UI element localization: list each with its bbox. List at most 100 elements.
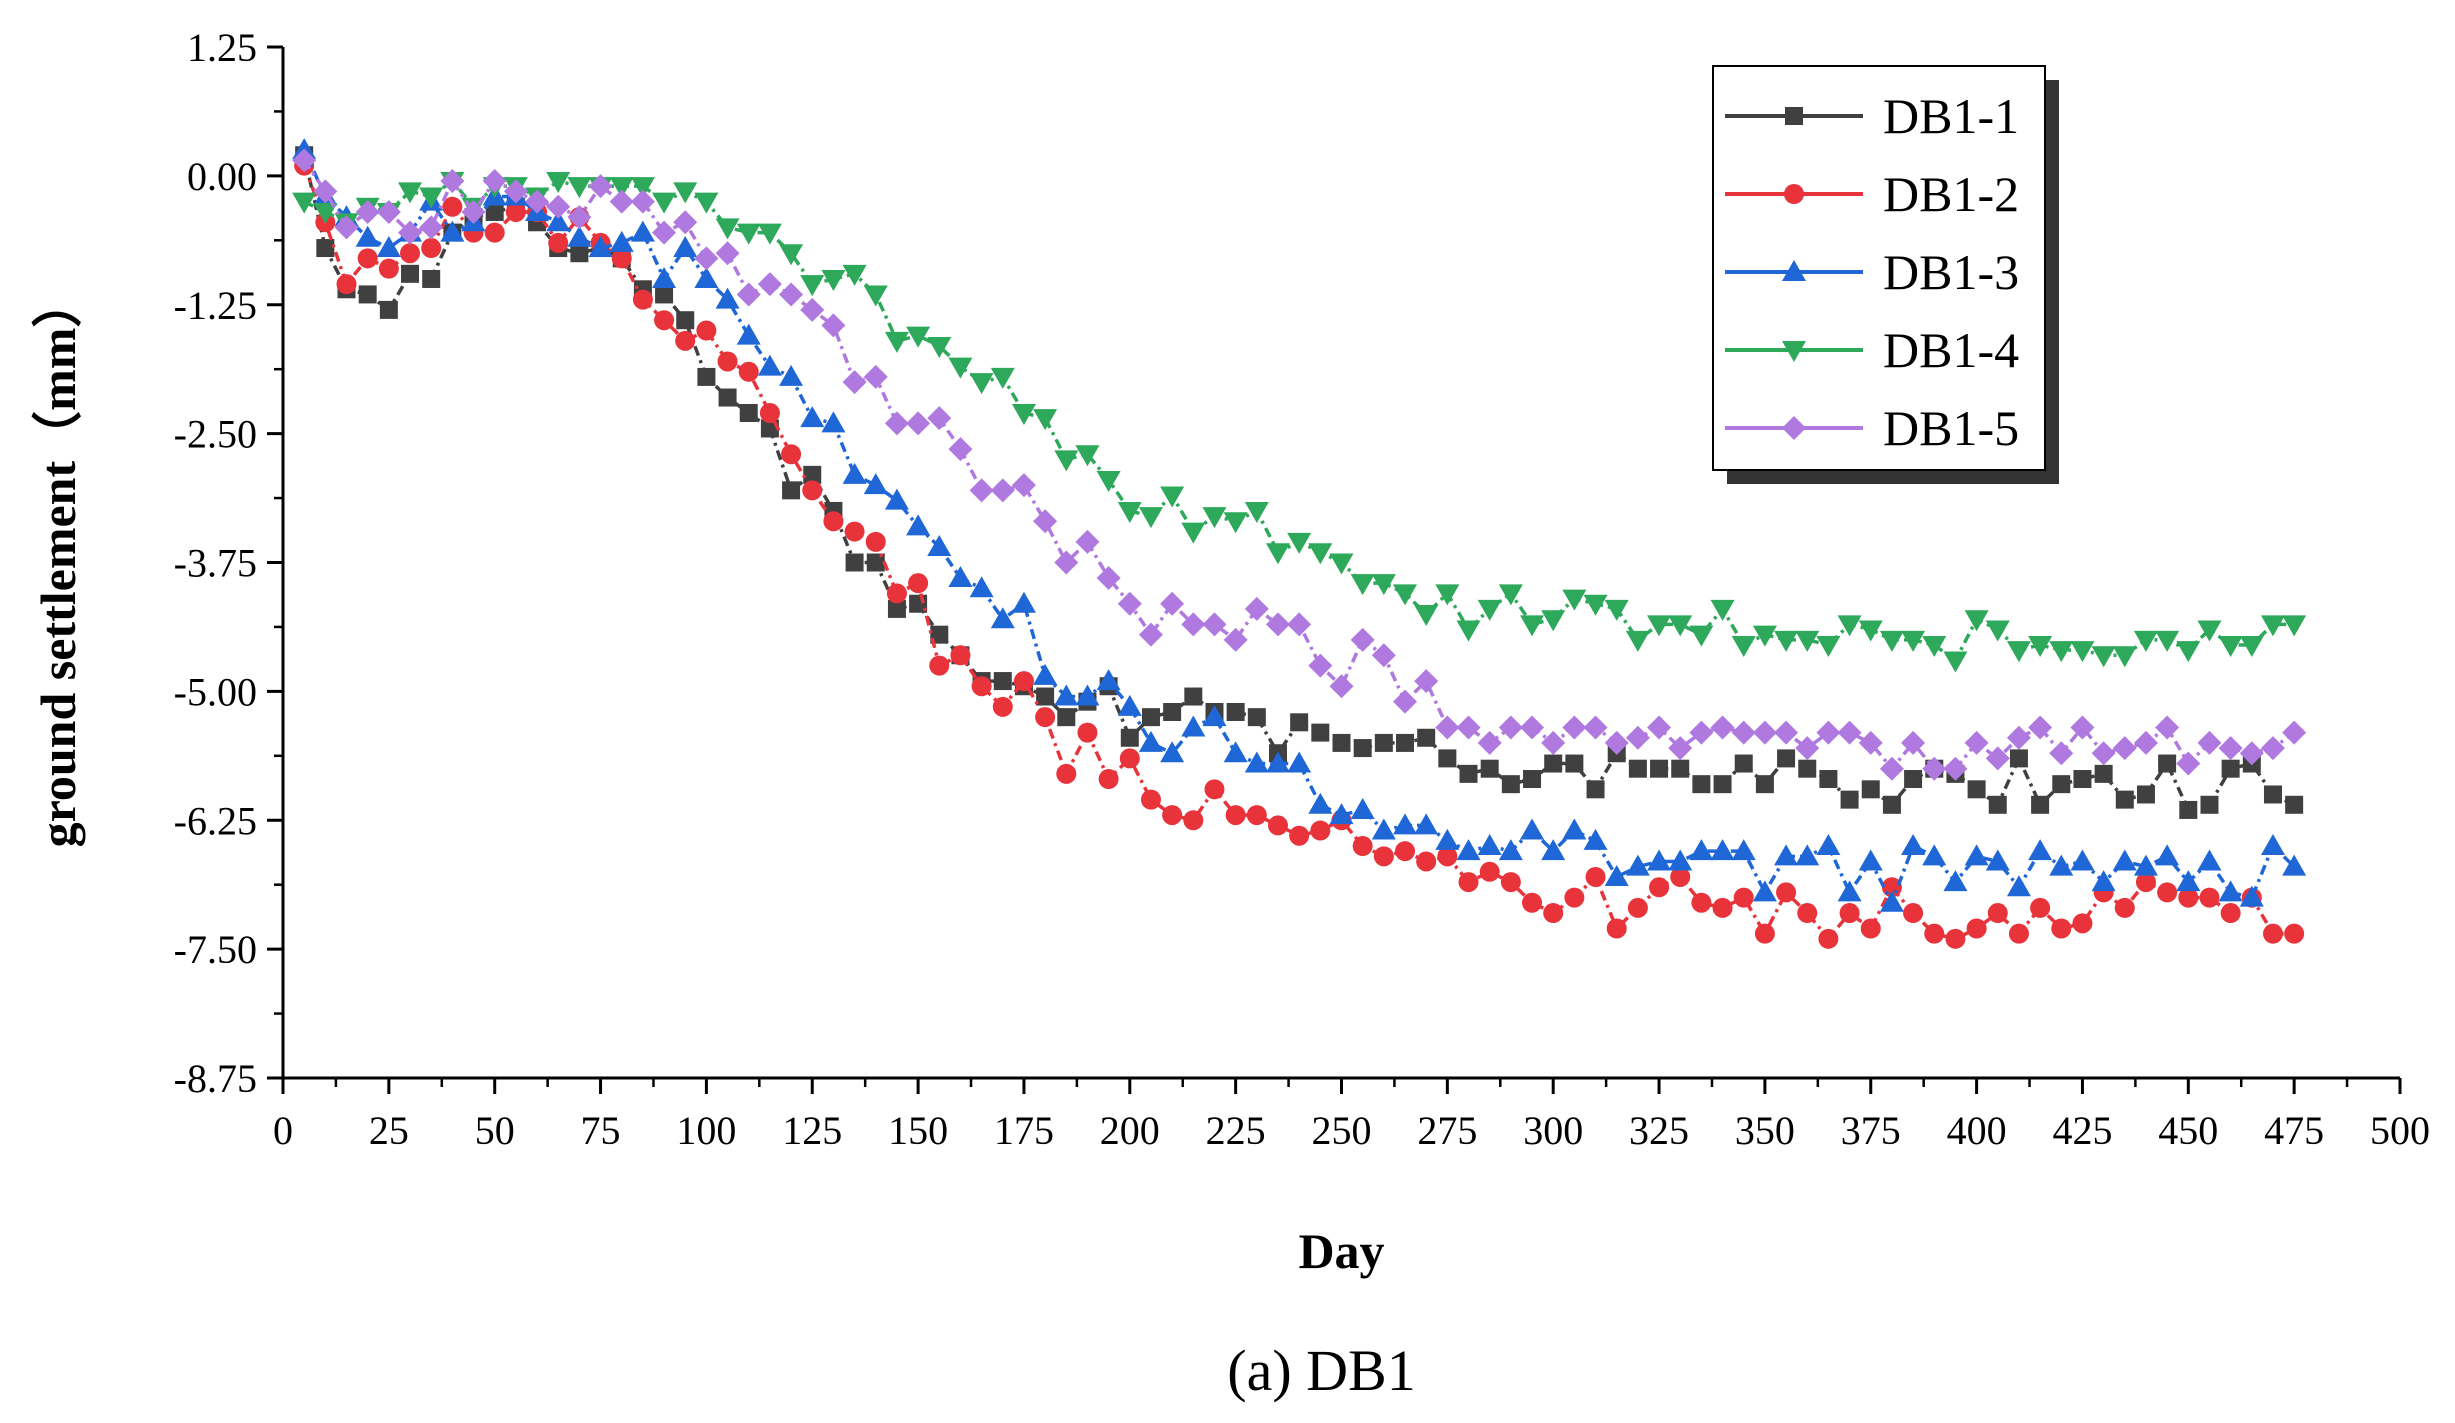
x-tick-label: 100 xyxy=(676,1108,736,1153)
data-point xyxy=(1329,803,1354,825)
data-point xyxy=(1840,790,1859,809)
data-point xyxy=(1901,630,1926,652)
data-point xyxy=(2112,849,2137,871)
series-db1-5 xyxy=(292,148,2307,781)
data-point xyxy=(1627,897,1648,918)
data-point xyxy=(884,411,909,436)
data-point xyxy=(1329,553,1354,575)
data-point xyxy=(440,169,465,194)
data-point xyxy=(461,199,486,224)
data-point xyxy=(1586,780,1605,799)
data-point xyxy=(313,179,338,204)
data-point xyxy=(1668,849,1693,871)
data-point xyxy=(1541,839,1566,861)
legend-swatch-marker xyxy=(1784,184,1804,204)
data-point xyxy=(694,246,719,271)
data-point xyxy=(1625,725,1650,750)
data-point xyxy=(2282,854,2307,876)
data-point xyxy=(2155,630,2180,652)
data-point xyxy=(1604,599,1629,621)
x-tick-label: 325 xyxy=(1629,1108,1689,1153)
x-tick-label: 425 xyxy=(2052,1108,2112,1153)
data-point xyxy=(823,511,844,532)
data-point xyxy=(2176,641,2201,663)
data-point xyxy=(1350,797,1375,819)
data-point xyxy=(609,189,634,214)
data-point xyxy=(1417,728,1436,747)
data-point xyxy=(1647,615,1672,637)
data-point xyxy=(1437,846,1458,867)
data-point xyxy=(2072,913,2093,934)
data-point xyxy=(1964,610,1989,632)
data-point xyxy=(2199,887,2220,908)
data-point xyxy=(1371,818,1396,840)
data-point xyxy=(779,282,804,307)
data-point xyxy=(2008,923,2029,944)
x-axis-ticks: 0 25 50 75 100 125 150 175 200 225 250 275 300 325 350… xyxy=(273,1078,2430,1153)
data-point xyxy=(313,202,338,224)
data-point xyxy=(1647,849,1672,871)
data-point xyxy=(334,215,359,240)
data-point xyxy=(2006,641,2031,663)
data-point xyxy=(1353,739,1372,758)
data-point xyxy=(1839,903,1860,924)
data-point xyxy=(1438,749,1457,768)
data-point xyxy=(1289,825,1310,846)
data-point xyxy=(1520,715,1545,740)
data-point xyxy=(611,248,632,269)
data-point xyxy=(2136,785,2155,804)
data-point xyxy=(1879,890,1904,912)
legend-swatch-marker xyxy=(1782,260,1806,281)
data-point xyxy=(1692,775,1711,794)
data-point xyxy=(1374,733,1393,752)
data-point xyxy=(1329,674,1354,699)
x-tick-label: 500 xyxy=(2370,1108,2430,1153)
data-point xyxy=(1033,509,1058,534)
data-point xyxy=(1498,715,1523,740)
data-point xyxy=(927,535,952,557)
data-point xyxy=(2006,875,2031,897)
data-point xyxy=(694,266,719,288)
data-point xyxy=(609,177,634,199)
data-point xyxy=(1774,630,1799,652)
data-point xyxy=(1733,887,1754,908)
data-point xyxy=(1879,630,1904,652)
x-axis-title: Day xyxy=(1298,1223,1384,1279)
data-point xyxy=(1649,877,1670,898)
data-point xyxy=(1013,671,1034,692)
data-point xyxy=(1650,759,1669,778)
data-point xyxy=(738,361,759,382)
data-point xyxy=(2133,730,2158,755)
data-point xyxy=(1625,630,1650,652)
data-point xyxy=(2218,635,2243,657)
data-point xyxy=(842,264,867,286)
data-point xyxy=(1754,923,1775,944)
data-point xyxy=(1141,708,1160,727)
x-tick-label: 475 xyxy=(2264,1108,2324,1153)
x-tick-label: 175 xyxy=(994,1108,1054,1153)
data-point xyxy=(2112,646,2137,668)
data-point xyxy=(1202,507,1227,529)
data-point xyxy=(1583,715,1608,740)
data-point xyxy=(2031,795,2050,814)
data-point xyxy=(1247,708,1266,727)
data-point xyxy=(1985,620,2010,642)
data-point xyxy=(1311,723,1330,742)
data-point xyxy=(2112,736,2137,761)
data-point xyxy=(1795,844,1820,866)
data-point xyxy=(2239,741,2264,766)
data-point xyxy=(1054,450,1079,472)
data-point xyxy=(1777,749,1796,768)
data-point xyxy=(1414,669,1439,694)
data-point xyxy=(673,182,698,204)
data-point xyxy=(1816,635,1841,657)
data-point xyxy=(1290,713,1309,732)
data-point xyxy=(1712,897,1733,918)
data-point xyxy=(1202,612,1227,637)
data-point xyxy=(419,215,444,240)
data-point xyxy=(1903,903,1924,924)
y-tick-label: -8.75 xyxy=(174,1056,257,1101)
data-point xyxy=(630,220,655,242)
legend-item: DB1-5 xyxy=(1725,400,2019,456)
data-point xyxy=(588,174,613,199)
